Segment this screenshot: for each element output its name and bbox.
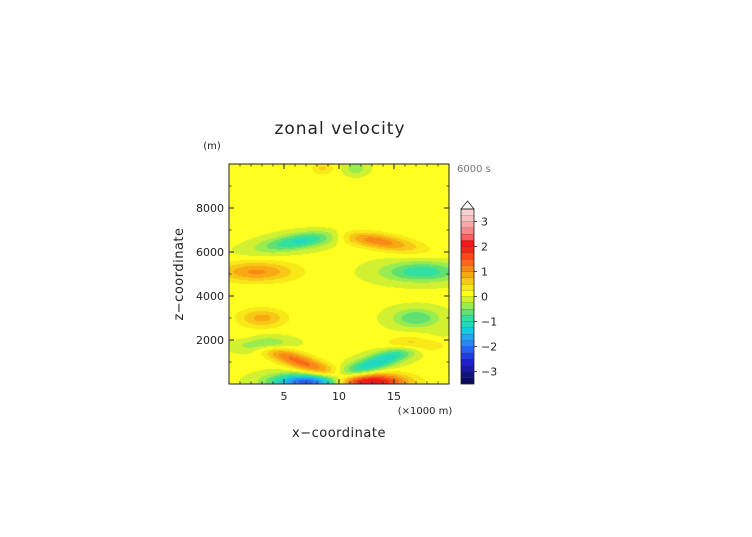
colorbar-segment [461,352,474,359]
colorbar-segment [461,271,474,278]
colorbar-segment [461,346,474,353]
y-tick-label: 6000 [196,246,224,259]
chart-title: zonal velocity [274,119,405,139]
colorbar-segment [461,215,474,222]
colorbar-segment [461,296,474,303]
colorbar-segment [461,277,474,284]
colorbar-tick-label: −3 [481,366,497,379]
colorbar-tick-label: −2 [481,341,497,354]
x-tick-label: 10 [332,390,346,403]
x-tick-label: 5 [281,390,288,403]
colorbar-segment [461,221,474,228]
time-label: 6000 s [457,164,491,175]
colorbar-segment [461,365,474,372]
colorbar-tick-label: 0 [481,291,488,304]
colorbar-tick-label: 3 [481,216,488,229]
colorbar-segment [461,284,474,291]
colorbar-segment [461,252,474,259]
colorbar-segment [461,371,474,378]
colorbar-segment [461,227,474,234]
colorbar-tick-label: 2 [481,241,488,254]
y-tick-label: 8000 [196,202,224,215]
colorbar-segment [461,240,474,247]
colorbar-segment [461,302,474,309]
colorbar-segment [461,246,474,253]
colorbar-segment [461,234,474,241]
colorbar-segment [461,209,474,216]
x-unit-label: (×1000 m) [398,406,453,417]
colorbar-tick-label: 1 [481,266,488,279]
colorbar-segment [461,309,474,316]
colorbar-segment [461,321,474,328]
y-tick-label: 2000 [196,334,224,347]
y-tick-label: 4000 [196,290,224,303]
colorbar-segment [461,334,474,341]
colorbar-segment [461,340,474,347]
colorbar: −3 −2 −1 0 1 2 3 [460,200,497,385]
colorbar-segment [461,290,474,297]
colorbar-segment [461,359,474,366]
colorbar-segment [461,327,474,334]
colorbar-segment [461,377,474,384]
zonal-velocity-field [229,164,449,384]
plot-area [228,163,450,385]
y-axis: 2000 4000 6000 8000 [196,185,449,363]
y-unit-label: (m) [203,141,221,152]
y-axis-label: z−coordinate [172,227,187,320]
colorbar-segment [461,259,474,266]
colorbar-extend-arrow [460,200,475,210]
colorbar-segment [461,315,474,322]
x-tick-label: 15 [387,390,401,403]
x-axis: 5 10 15 [239,164,439,403]
colorbar-tick-label: −1 [481,316,497,329]
colorbar-segment [461,265,474,272]
x-axis-label: x−coordinate [292,426,386,441]
